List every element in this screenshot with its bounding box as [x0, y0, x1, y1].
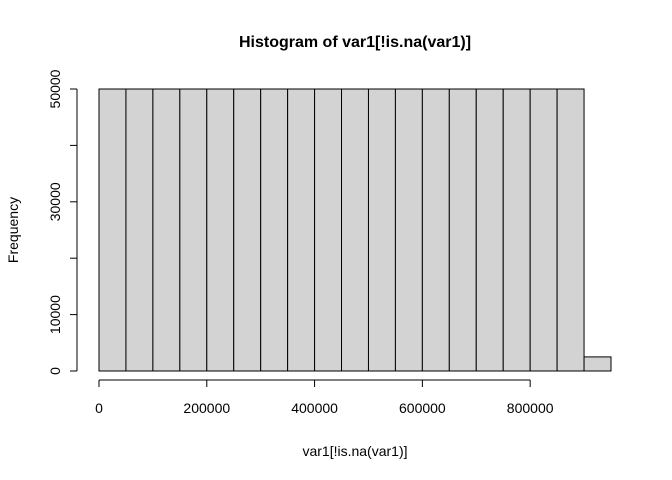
- histogram-bar: [421, 88, 450, 372]
- x-tick-label: 400000: [291, 400, 338, 416]
- x-axis-label: var1[!is.na(var1)]: [302, 443, 407, 459]
- histogram-bar: [341, 88, 369, 372]
- y-axis-label: Frequency: [5, 197, 21, 263]
- histogram-bar: [260, 88, 289, 372]
- histogram-bar: [125, 88, 154, 372]
- y-tick-label: 10000: [47, 295, 63, 334]
- histogram-bar: [314, 88, 343, 372]
- histogram-bar: [394, 88, 423, 372]
- histogram-bar: [206, 88, 235, 372]
- histogram-bar: [367, 88, 396, 372]
- histogram-bar: [583, 356, 612, 372]
- histogram-bar: [152, 88, 181, 372]
- histogram-bar: [502, 88, 531, 372]
- y-tick-label: 50000: [47, 69, 63, 108]
- histogram-bar: [475, 88, 504, 372]
- x-axis: 0 200000 400000 600000 800000: [95, 379, 554, 416]
- histogram-bar: [556, 88, 585, 372]
- y-tick-label: 30000: [47, 182, 63, 221]
- histogram-bar: [233, 88, 262, 372]
- x-tick-label: 800000: [507, 400, 554, 416]
- histogram-bar: [179, 88, 208, 372]
- histogram-bar: [98, 88, 127, 372]
- x-tick-label: 0: [95, 400, 103, 416]
- histogram-bar: [287, 88, 316, 372]
- chart-title: Histogram of var1[!is.na(var1)]: [239, 34, 471, 51]
- bars-group: [98, 88, 612, 372]
- histogram-bar: [529, 88, 558, 372]
- x-tick-label: 600000: [399, 400, 446, 416]
- histogram-bar: [448, 88, 477, 372]
- y-axis: 0 10000 30000 50000: [47, 69, 78, 375]
- x-tick-label: 200000: [183, 400, 230, 416]
- y-tick-label: 0: [47, 367, 63, 375]
